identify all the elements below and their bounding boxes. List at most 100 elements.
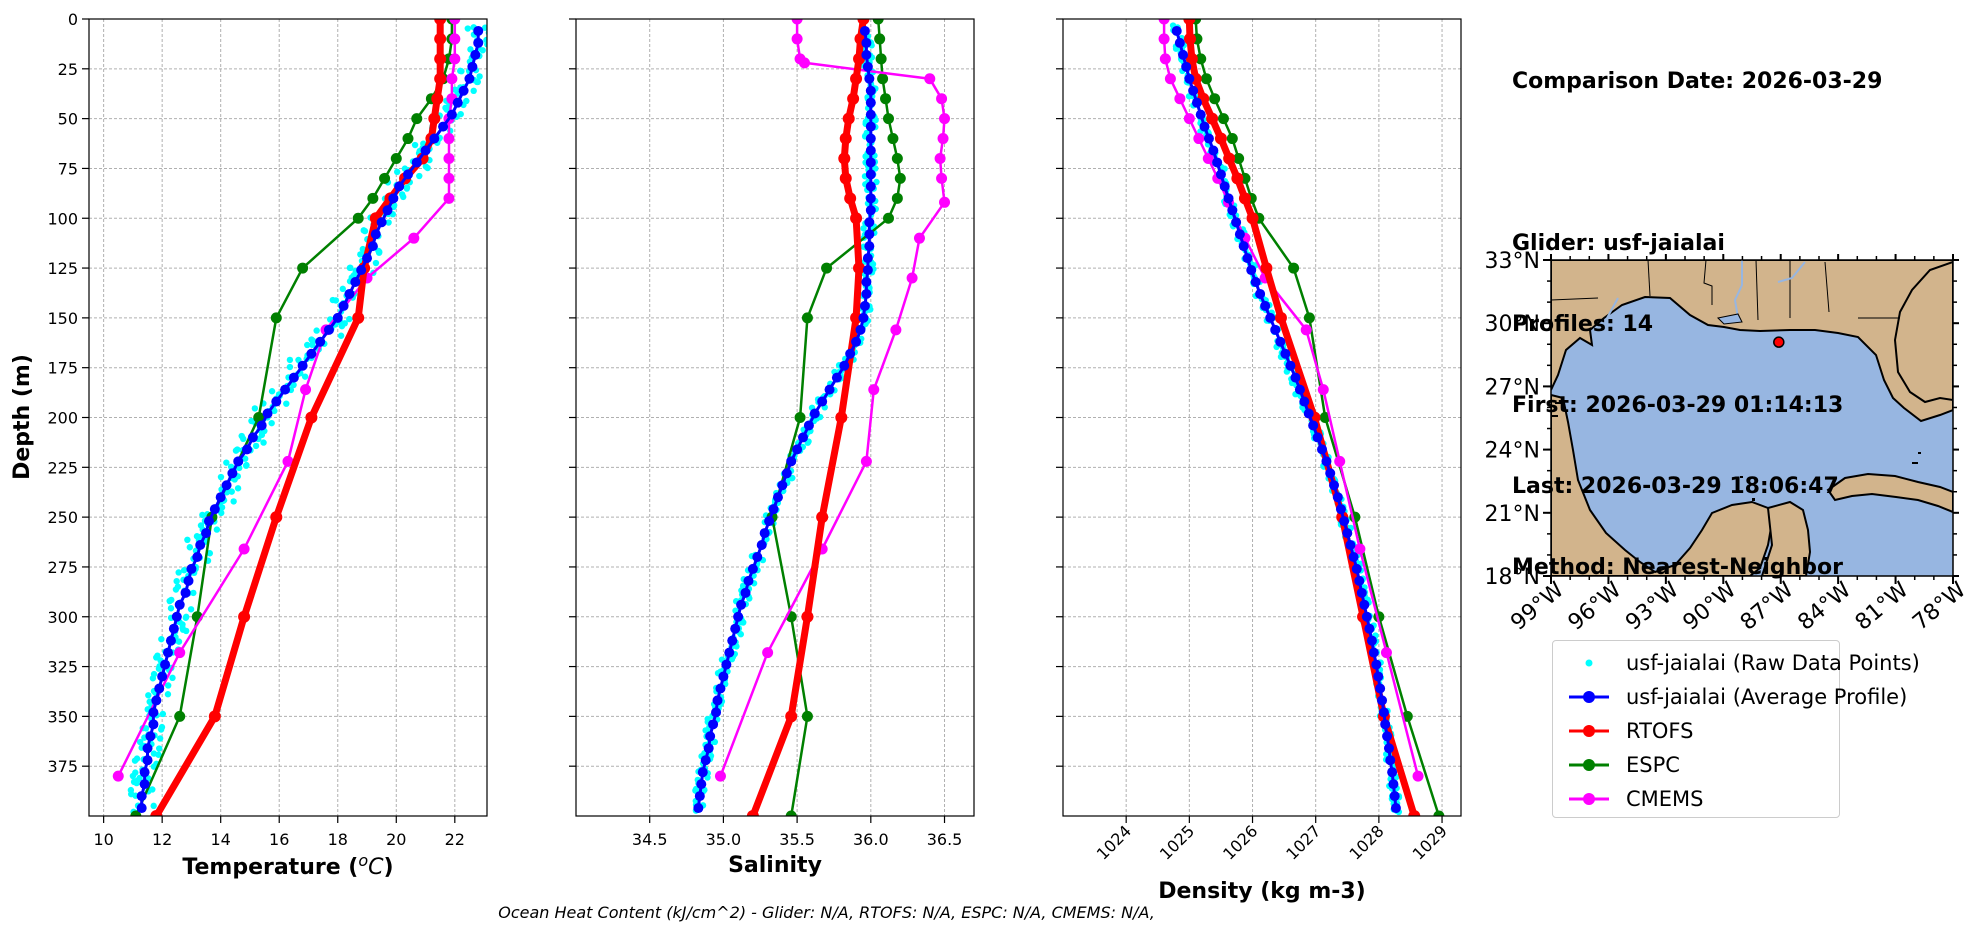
depth-y-label: Depth (m) (10, 354, 35, 480)
salinity-x-tick-label: 35.5 (779, 830, 815, 849)
cmems-profile-point (1380, 647, 1392, 659)
average-profile-point (1345, 540, 1356, 551)
map-lon-label: 78°W (1908, 577, 1971, 635)
raw-data-point (199, 511, 206, 519)
cmems-profile-point (714, 770, 726, 782)
cmems-profile-point (1174, 93, 1186, 105)
legend-swatch-rtofs (1569, 725, 1609, 737)
raw-data-point (416, 172, 423, 180)
map-lat-label: 21°N (1485, 502, 1540, 527)
average-profile-point (858, 312, 869, 323)
temperature-ticks: 0 25 50 75 100 125 150 175 200 225 250 275 300 325 350… (47, 10, 465, 849)
average-profile-point (1351, 563, 1362, 574)
cmems-profile-point (890, 324, 902, 336)
average-profile-point (694, 791, 705, 802)
average-profile-point (1215, 169, 1226, 180)
rtofs-profile-point (1238, 192, 1251, 205)
y-tick-label: 275 (47, 558, 78, 577)
average-profile-point (1255, 288, 1266, 299)
density-plot-area (1158, 19, 1445, 816)
raw-data-point (403, 185, 411, 192)
average-profile-point (721, 659, 732, 670)
legend-label-raw: usf-jaialai (Raw Data Points) (1626, 651, 1920, 675)
average-profile-point (859, 300, 870, 311)
rtofs-profile-point (850, 311, 863, 324)
y-tick-label: 350 (47, 707, 78, 726)
rtofs-profile-point (1183, 32, 1196, 45)
cmems-profile-point (1158, 19, 1170, 25)
raw-data-point (242, 455, 249, 462)
average-profile-point (777, 480, 788, 491)
average-profile-point (809, 408, 820, 419)
salinity-ticks: 34.5 35.0 35.5 36.0 36.5 (569, 18, 962, 849)
cmems-profile-point (791, 19, 803, 25)
average-profile-point (464, 73, 475, 84)
legend-label-average: usf-jaialai (Average Profile) (1626, 685, 1908, 709)
raw-data-point (150, 670, 158, 678)
temperature-x-label: Temperature (oC) (182, 851, 393, 880)
espc-profile-point (1226, 133, 1238, 145)
average-profile-point (402, 169, 413, 180)
raw-data-point (260, 439, 267, 446)
average-profile-point (1223, 193, 1234, 204)
raw-data-point (872, 165, 879, 172)
density-x-label: Density (kg m-3) (1158, 879, 1366, 904)
average-profile-point (1231, 217, 1242, 228)
cmems-profile-point (1300, 324, 1312, 336)
raw-data-point (223, 459, 230, 466)
raw-data-point (332, 297, 340, 304)
average-profile-point (1184, 73, 1195, 84)
espc-profile-point (872, 19, 884, 25)
rtofs-profile-point (208, 710, 221, 723)
density-panel: 1024 1025 1026 1027 1028 1029 Density (kg m-3… (1056, 18, 1462, 904)
average-profile-point (168, 623, 179, 634)
average-profile-point (1335, 504, 1346, 515)
y-tick-label: 175 (47, 359, 78, 378)
raw-data-point (286, 363, 294, 371)
average-profile-point (693, 803, 704, 814)
rtofs-profile-point (850, 72, 863, 85)
cmems-profile-point (762, 647, 774, 659)
average-profile-point (1303, 408, 1314, 419)
cmems-profile-point (798, 57, 810, 69)
cmems-profile-point (934, 152, 946, 164)
cmems-profile-point (449, 19, 461, 25)
temperature-x-tick-label: 12 (152, 830, 172, 849)
cmems-profile-point (1202, 152, 1214, 164)
average-profile-point (154, 683, 165, 694)
rtofs-profile-point (434, 19, 447, 25)
average-profile-point (756, 540, 767, 551)
cmems-profile-point (300, 384, 312, 396)
cmems-profile-point (449, 53, 461, 65)
raw-data-point (132, 769, 139, 776)
rtofs-profile-point (850, 212, 863, 225)
average-profile-point (1208, 145, 1219, 156)
rtofs-profile-point (857, 19, 870, 25)
rtofs-profile-point (270, 511, 283, 524)
average-profile-point (136, 791, 147, 802)
average-profile-point (740, 587, 751, 598)
average-profile-point (306, 348, 317, 359)
salinity-x-tick-label: 36.0 (853, 830, 889, 849)
average-profile-point (215, 492, 226, 503)
raw-data-point (339, 285, 347, 293)
average-profile-point (262, 408, 273, 419)
legend-label-rtofs: RTOFS (1626, 719, 1694, 743)
rtofs-profile-point (853, 262, 866, 275)
raw-data-point (156, 735, 164, 742)
legend-label-espc: ESPC (1626, 753, 1680, 777)
legend-swatch-average (1569, 691, 1609, 703)
raw-data-point (169, 674, 176, 682)
average-profile-point (824, 384, 835, 395)
average-profile-point (1234, 229, 1245, 240)
average-profile-point (1359, 599, 1370, 610)
raw-data-point (217, 473, 225, 481)
average-profile-point (1174, 37, 1185, 48)
raw-data-point (268, 388, 276, 395)
temperature-panel: 0 25 50 75 100 125 150 175 200 225 250 275 300 325 350… (10, 10, 488, 880)
average-profile-point (1290, 372, 1301, 383)
average-profile-point (332, 312, 343, 323)
cmems-profile-point (913, 232, 925, 244)
espc-profile-point (270, 312, 282, 324)
average-profile-point (851, 336, 862, 347)
